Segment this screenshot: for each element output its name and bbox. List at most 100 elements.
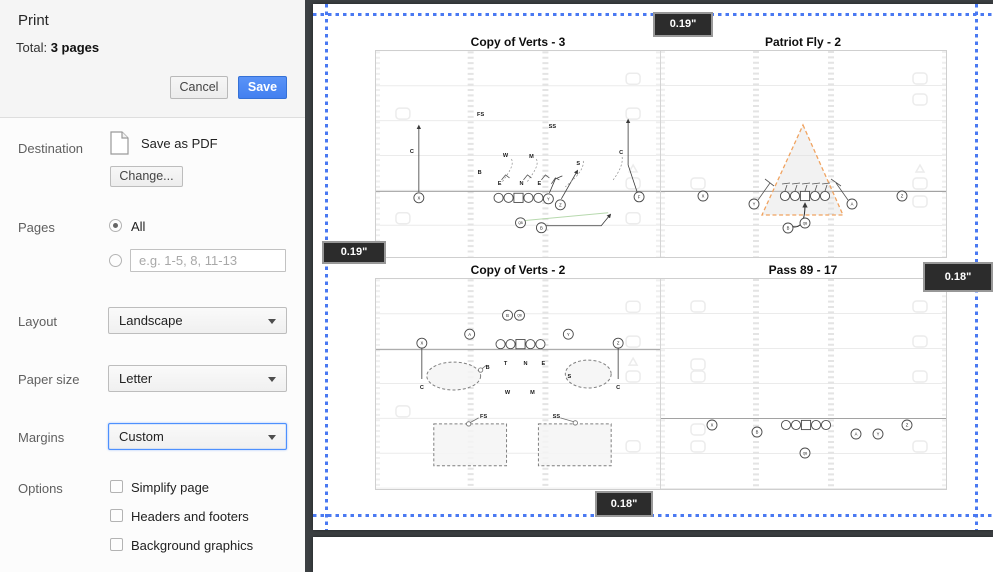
background-graphics-checkbox[interactable] — [110, 538, 123, 551]
margins-select[interactable]: Custom — [108, 423, 287, 450]
chevron-down-icon — [268, 319, 276, 324]
coverage-zone-rect — [537, 423, 612, 467]
player-label: X — [417, 195, 420, 200]
left-margin-badge[interactable]: 0.19" — [322, 241, 386, 264]
paper-size-label: Paper size — [18, 372, 80, 387]
left-margin-line[interactable] — [325, 4, 328, 530]
player-label: QB — [803, 451, 808, 455]
player-label: Z — [617, 341, 620, 346]
headers-footers-label: Headers and footers — [131, 509, 249, 524]
defender-label: E — [498, 181, 502, 187]
player-label: Y — [753, 202, 756, 207]
player-label: QB — [803, 221, 808, 225]
player-label: X — [702, 194, 705, 199]
player-label: A — [468, 332, 471, 337]
player-label: QB — [518, 221, 523, 225]
total-label: Total: — [16, 40, 48, 55]
player-label: B — [540, 225, 543, 230]
defender-label: N — [519, 181, 523, 187]
defender-label: W — [503, 153, 509, 159]
play-title: Copy of Verts - 3 — [470, 35, 566, 49]
defender-label: C — [619, 150, 623, 156]
player-label: A — [855, 432, 858, 437]
paper-size-select[interactable]: Letter — [108, 365, 287, 392]
defender-label: FS — [480, 414, 487, 420]
defender-label: SS — [549, 124, 557, 130]
player-label: B — [506, 313, 509, 318]
defender-label: T — [504, 361, 508, 367]
simplify-page-label: Simplify page — [131, 480, 210, 495]
player-label: B — [787, 226, 790, 231]
total-value: 3 pages — [50, 40, 100, 55]
play-grid-row-1: X Y Z F QB B FS SS C C W M B E N — [375, 50, 947, 258]
player-label: Z — [559, 202, 562, 207]
play-diagram-patriot-fly-2: X Y A Z QB B — [661, 51, 946, 257]
defender-label: B — [478, 170, 482, 176]
defender-label: C — [410, 149, 414, 155]
destination-value: Save as PDF — [141, 136, 218, 151]
defender-label: M — [530, 390, 535, 396]
player-label: Y — [877, 432, 880, 437]
options-label: Options — [18, 481, 63, 496]
defender-label: E — [542, 361, 546, 367]
pages-all-radio[interactable] — [109, 219, 122, 232]
player-label: QB — [517, 314, 522, 318]
simplify-page-checkbox[interactable] — [110, 480, 123, 493]
play-grid-row-2: X Y A Z QB B T N E B S W M C C F — [375, 278, 947, 490]
defender-label: FS — [477, 112, 484, 118]
defender-label: M — [529, 154, 534, 160]
cancel-button[interactable]: Cancel — [170, 76, 228, 99]
player-label: B — [756, 430, 759, 435]
margins-value: Custom — [119, 429, 164, 444]
defender-label: SS — [553, 414, 561, 420]
play-diagram-copy-of-verts-3: X Y Z F QB B FS SS C C W M B E N — [376, 51, 661, 257]
coverage-zone-ellipse — [426, 361, 482, 391]
chevron-down-icon — [268, 377, 276, 382]
save-button[interactable]: Save — [238, 76, 287, 99]
defender-label: S — [576, 161, 580, 167]
paper-size-value: Letter — [119, 371, 153, 386]
right-margin-badge[interactable]: 0.18" — [923, 262, 993, 292]
play-title: Copy of Verts - 2 — [470, 263, 566, 277]
total-pages: Total: 3 pages — [16, 40, 99, 55]
defender-label: S — [567, 374, 571, 380]
print-header: Print Total: 3 pages Cancel Save — [0, 0, 305, 118]
top-margin-badge[interactable]: 0.19" — [653, 12, 713, 37]
change-destination-button[interactable]: Change... — [110, 166, 183, 187]
pdf-file-icon — [110, 131, 129, 155]
layout-select[interactable]: Landscape — [108, 307, 287, 334]
headers-footers-checkbox[interactable] — [110, 509, 123, 522]
play-title: Pass 89 - 17 — [768, 263, 838, 277]
defender-label: C — [420, 385, 424, 391]
play-diagram-pass-89-17: X B A Y Z QB — [661, 279, 946, 489]
player-label: Z — [906, 423, 909, 428]
destination-label: Destination — [18, 141, 84, 156]
chevron-down-icon — [268, 435, 276, 440]
play-title: Patriot Fly - 2 — [764, 35, 841, 49]
player-label: X — [420, 341, 423, 346]
preview-page-2 — [313, 537, 993, 572]
defender-label: B — [486, 365, 490, 371]
pages-range-radio[interactable] — [109, 254, 122, 267]
background-graphics-label: Background graphics — [131, 538, 254, 553]
defender-label: C — [616, 385, 620, 391]
defender-label: W — [505, 390, 511, 396]
bottom-margin-line[interactable] — [313, 514, 993, 517]
bottom-margin-badge[interactable]: 0.18" — [595, 491, 653, 517]
player-label: Y — [567, 332, 570, 337]
defender-label: N — [523, 361, 527, 367]
layout-label: Layout — [18, 314, 58, 329]
player-label: Z — [901, 194, 904, 199]
defender-label: E — [538, 181, 542, 187]
pages-all-label: All — [131, 219, 146, 234]
run-path-green — [522, 212, 609, 222]
coverage-zone-ellipse — [564, 359, 612, 389]
margins-label: Margins — [18, 430, 65, 445]
player-label: F — [638, 194, 641, 199]
layout-value: Landscape — [119, 313, 183, 328]
pages-range-input[interactable] — [130, 249, 286, 272]
pages-label: Pages — [18, 220, 55, 235]
page-title: Print — [18, 12, 49, 29]
coverage-zone-rect — [433, 423, 508, 467]
